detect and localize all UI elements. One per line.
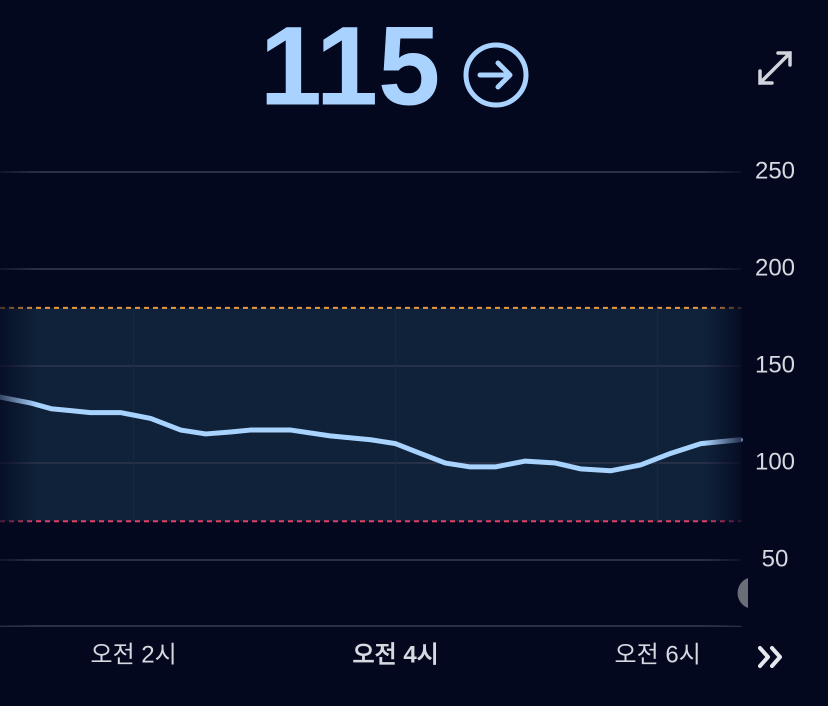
expand-button[interactable] <box>758 51 792 85</box>
y-tick-label: 100 <box>755 448 795 475</box>
y-tick-label: 250 <box>755 157 795 184</box>
current-value: 115 <box>260 4 441 129</box>
y-tick-label: 50 <box>762 545 789 572</box>
plot: 50 100 150 200 250 오전 2시 오전 4시 오전 6시 <box>0 141 795 668</box>
trend-arrow-button[interactable] <box>463 42 529 108</box>
x-tick-label: 오전 2시 <box>90 641 176 668</box>
x-tick-label: 오전 4시 <box>353 641 439 668</box>
scroll-handle[interactable] <box>737 578 748 608</box>
y-tick-label: 200 <box>755 254 795 281</box>
next-button[interactable] <box>758 646 782 668</box>
x-tick-label: 오전 6시 <box>615 641 701 668</box>
edge-fade <box>0 141 742 626</box>
y-tick-label: 150 <box>755 351 795 378</box>
